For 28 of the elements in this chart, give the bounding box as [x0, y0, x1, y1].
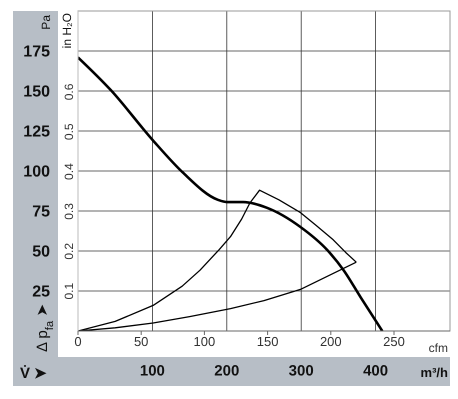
y-axis-title: Pa — [39, 14, 53, 30]
y2-tick-label: 0.3 — [62, 202, 76, 220]
y2-axis-title: in H₂O — [60, 13, 74, 48]
x2-tick-label: 100 — [194, 334, 216, 350]
x2-axis-title: cfm — [428, 341, 448, 355]
x2-tick-label: 150 — [256, 334, 278, 350]
y2-tick-label: 0.4 — [62, 162, 76, 180]
y2-tick-label: 0.6 — [62, 83, 76, 100]
y-tick-label: 75 — [32, 204, 50, 221]
y2-tick-label: 0.5 — [62, 123, 76, 140]
y2-tick-label: 0.2 — [62, 242, 76, 260]
x-tick-label: 300 — [288, 362, 314, 380]
y-tick-label: 175 — [23, 44, 50, 61]
x2-tick-label: 0 — [74, 334, 82, 350]
y-tick-label: 125 — [23, 124, 50, 141]
x-tick-label: 400 — [363, 362, 388, 380]
text: V̇ ➤ — [20, 364, 48, 382]
x2-tick-label: 250 — [383, 334, 405, 350]
y2-tick-label: 0.1 — [62, 282, 76, 300]
y-tick-label: 100 — [23, 164, 50, 181]
x2-tick-label: 200 — [320, 334, 342, 350]
x-tick-label: 200 — [214, 362, 240, 380]
y-tick-label: 150 — [23, 84, 50, 101]
y-tick-label: 25 — [32, 284, 50, 301]
x-tick-label: 100 — [140, 362, 165, 380]
y-tick-label: 50 — [32, 244, 50, 261]
x-axis-title: m³/h — [420, 365, 448, 380]
x2-tick-label: 50 — [134, 334, 148, 350]
